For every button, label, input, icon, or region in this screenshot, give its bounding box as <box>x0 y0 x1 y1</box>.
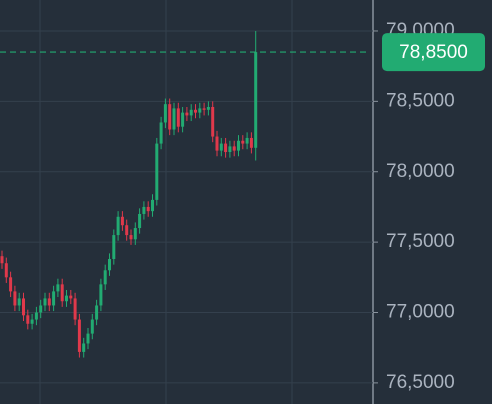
candle-body <box>163 104 167 123</box>
candle-body <box>13 291 17 306</box>
candle-body <box>202 108 206 110</box>
candle-body <box>185 112 189 116</box>
candle-body <box>108 259 111 271</box>
candle-body <box>206 106 210 110</box>
candle-body <box>73 298 77 320</box>
candle-body <box>120 216 124 226</box>
candle-body <box>56 284 60 292</box>
candle-body <box>237 140 240 151</box>
y-tick-label: 78,5000 <box>386 90 455 111</box>
candle-body <box>142 206 146 214</box>
candle-body <box>99 284 103 306</box>
candle-body <box>69 295 73 299</box>
candle-body <box>232 146 236 151</box>
candle-body <box>151 199 154 212</box>
candle-body <box>95 305 99 320</box>
candle-body <box>168 104 172 130</box>
candle-body <box>22 298 25 316</box>
candle-body <box>219 143 223 151</box>
y-tick-label: 77,0000 <box>386 302 455 323</box>
candle-body <box>172 108 176 130</box>
y-tick-label: 77,5000 <box>386 231 455 252</box>
candle-body <box>26 315 30 324</box>
candle-body <box>146 206 150 212</box>
candle-body <box>155 143 159 200</box>
candle-body <box>116 216 120 236</box>
candle-body <box>133 228 137 240</box>
candle-body <box>129 235 133 240</box>
candle-body <box>241 140 245 144</box>
candle-body <box>34 312 38 320</box>
candle-body <box>30 319 34 324</box>
candle-body <box>39 305 43 313</box>
candle-body <box>245 137 249 144</box>
candle-body <box>181 112 185 127</box>
candle-body <box>43 298 47 306</box>
candle-body <box>47 298 51 306</box>
candle-body <box>9 277 13 292</box>
candle-body <box>176 108 180 127</box>
candle-body <box>4 263 8 278</box>
candle-body <box>159 122 163 144</box>
candle-body <box>254 52 258 148</box>
candle-body <box>228 146 232 153</box>
candle-body <box>198 108 202 113</box>
candle-body <box>0 256 4 264</box>
candle-body <box>194 109 197 113</box>
candle-body <box>82 343 86 352</box>
candle-body <box>17 298 21 306</box>
candle-body <box>138 213 142 229</box>
candle-body <box>224 143 228 153</box>
candle-body <box>60 284 64 302</box>
candle-body <box>189 109 193 116</box>
candle-body <box>103 270 107 285</box>
candle-body <box>211 106 215 137</box>
candle-body <box>65 295 68 302</box>
last-price-box <box>382 33 485 72</box>
candle-body <box>125 225 129 236</box>
candle-body <box>86 333 90 344</box>
candle-body <box>215 136 219 151</box>
last-price-label: 78,8500 <box>399 42 468 63</box>
candle-body <box>112 235 116 260</box>
candle-body <box>77 319 81 352</box>
y-tick-label: 76,5000 <box>386 372 455 393</box>
candle-body <box>52 291 56 306</box>
candle-body <box>249 137 253 148</box>
candle-body <box>90 319 94 334</box>
y-tick-label: 78,0000 <box>386 161 455 182</box>
